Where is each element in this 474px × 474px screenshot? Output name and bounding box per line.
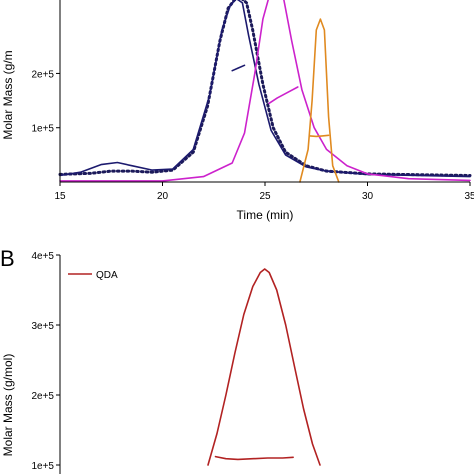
panel-a-series-line bbox=[59, 0, 471, 182]
panel-a-xtick-label: 35 bbox=[464, 191, 474, 202]
panel-b-label: B bbox=[0, 246, 15, 271]
panel-b-ytick-label: 2e+5 bbox=[31, 391, 54, 402]
panel-b: B Molar Mass (g/mol) 1e+5 2e+5 3e+5 4e+5 QD… bbox=[0, 246, 321, 474]
panel-b-ytick-label: 1e+5 bbox=[31, 461, 54, 472]
panel-b-series-line bbox=[207, 268, 321, 466]
panel-a: Molar Mass (g/m Time (min) 15 20 25 30 35 1e+… bbox=[1, 0, 474, 222]
panel-b-ylabel: Molar Mass (g/mol) bbox=[1, 354, 15, 457]
legend-label-qda: QDA bbox=[96, 270, 118, 281]
panel-a-ylabel: Molar Mass (g/m bbox=[1, 50, 15, 139]
panel-a-xtick-label: 20 bbox=[157, 191, 169, 202]
panel-a-series-line bbox=[58, 0, 472, 177]
panel-b-ytick-label: 3e+5 bbox=[31, 321, 54, 332]
panel-a-ytick-label: 1e+5 bbox=[31, 124, 54, 135]
panel-a-ticks: 15 20 25 30 35 1e+5 2e+5 bbox=[31, 69, 474, 202]
panel-b-series bbox=[207, 268, 321, 466]
panel-a-axes bbox=[59, 0, 470, 183]
panel-a-series-line bbox=[299, 18, 340, 183]
panel-a-xtick-label: 30 bbox=[362, 191, 374, 202]
panel-a-series-line bbox=[59, 0, 471, 178]
panel-b-ytick-label: 4e+5 bbox=[31, 251, 54, 262]
panel-a-series-line bbox=[268, 86, 299, 105]
panel-a-series-line bbox=[231, 64, 246, 72]
panel-a-ytick-label: 2e+5 bbox=[31, 69, 54, 80]
panel-a-series bbox=[58, 0, 472, 183]
panel-b-series-line bbox=[214, 455, 294, 461]
panel-b-ticks: 1e+5 2e+5 3e+5 4e+5 bbox=[31, 251, 60, 472]
panel-a-xtick-label: 15 bbox=[54, 191, 66, 202]
panel-a-series-line bbox=[309, 134, 330, 138]
panel-a-xlabel: Time (min) bbox=[237, 208, 294, 222]
panel-b-legend: QDA bbox=[68, 270, 118, 281]
panel-a-xtick-label: 25 bbox=[259, 191, 271, 202]
